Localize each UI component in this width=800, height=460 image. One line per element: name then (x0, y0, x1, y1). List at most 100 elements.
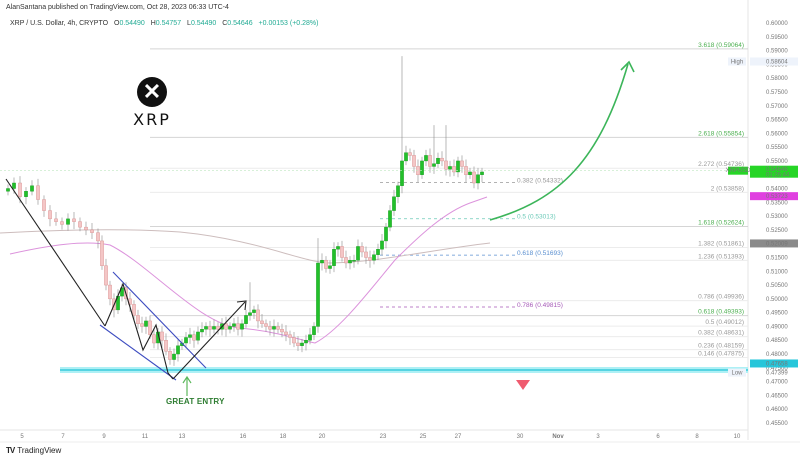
candle[interactable] (364, 246, 368, 264)
candle[interactable] (432, 125, 436, 174)
candle[interactable] (192, 330, 196, 348)
candle[interactable] (472, 166, 476, 189)
candle[interactable] (288, 330, 292, 345)
time-axis[interactable]: 5 7 9 11 13 16 18 20 23 25 27 30 Nov 3 6 8 10 (20, 434, 741, 440)
candle[interactable] (136, 309, 140, 329)
downtrend-line[interactable] (5, 178, 106, 327)
candle[interactable] (420, 156, 424, 179)
candle[interactable] (332, 242, 336, 273)
candle[interactable] (208, 320, 212, 337)
candle[interactable] (340, 240, 344, 262)
candle[interactable] (244, 309, 248, 328)
candle[interactable] (292, 331, 296, 348)
candle[interactable] (300, 338, 304, 353)
candle[interactable] (404, 145, 408, 166)
candle[interactable] (236, 316, 240, 336)
candle[interactable] (48, 205, 52, 227)
candle[interactable] (376, 243, 380, 260)
candle[interactable] (104, 258, 108, 291)
candle[interactable] (42, 195, 46, 217)
candle[interactable] (408, 148, 412, 161)
candle[interactable] (480, 167, 484, 183)
candle[interactable] (456, 156, 460, 178)
candle[interactable] (18, 176, 22, 204)
candle[interactable] (224, 316, 228, 337)
channel-upper-line[interactable] (112, 271, 207, 369)
candle[interactable] (212, 319, 216, 334)
candle[interactable] (144, 316, 148, 334)
candle[interactable] (400, 56, 404, 194)
candle[interactable] (392, 189, 396, 216)
sell-marker-icon[interactable] (516, 380, 530, 390)
candle[interactable] (272, 319, 276, 337)
candle[interactable] (54, 211, 58, 226)
candle[interactable] (296, 336, 300, 351)
candle[interactable] (360, 242, 364, 258)
breakout-arrow[interactable] (172, 301, 246, 380)
candle[interactable] (36, 178, 40, 205)
channel-lower-line[interactable] (99, 324, 177, 381)
candle[interactable] (90, 223, 94, 239)
candle[interactable] (132, 300, 136, 320)
candle[interactable] (252, 305, 256, 319)
candle[interactable] (368, 250, 372, 268)
candle[interactable] (336, 242, 340, 257)
candle[interactable] (476, 167, 480, 190)
candle[interactable] (304, 334, 308, 351)
candle[interactable] (268, 320, 272, 336)
candle[interactable] (320, 253, 324, 271)
candle[interactable] (148, 315, 152, 339)
candle[interactable] (256, 304, 260, 329)
candle[interactable] (168, 347, 172, 365)
candle[interactable] (352, 254, 356, 268)
candle[interactable] (188, 327, 192, 344)
candle[interactable] (184, 331, 188, 349)
candle[interactable] (232, 318, 236, 332)
candle[interactable] (204, 322, 208, 336)
candle[interactable] (60, 217, 64, 230)
zigzag-path[interactable] (104, 282, 174, 380)
candle[interactable] (448, 160, 452, 177)
candle[interactable] (460, 155, 464, 173)
ma-long-line[interactable] (0, 229, 491, 264)
fib-retracement[interactable]: 0.382 (0.54332) 0.5 (0.53013) 0.618 (0.516… (380, 177, 563, 309)
candle[interactable] (140, 316, 144, 333)
candle[interactable] (436, 152, 440, 168)
candle[interactable] (468, 167, 472, 179)
candle[interactable] (248, 282, 252, 321)
candle[interactable] (356, 239, 360, 265)
candle[interactable] (78, 217, 82, 232)
candle[interactable] (96, 228, 100, 249)
symbol-title[interactable]: XRP / U.S. Dollar, 4h, CRYPTO (10, 20, 109, 27)
candle[interactable] (372, 250, 376, 265)
ma-short-line[interactable] (9, 196, 488, 344)
candle[interactable] (388, 205, 392, 232)
candle[interactable] (428, 148, 432, 173)
candle[interactable] (84, 221, 88, 236)
candle[interactable] (328, 260, 332, 274)
candle[interactable] (444, 125, 448, 176)
price-axis[interactable]: 0.600000.595000.590000.585000.580000.575… (766, 21, 788, 427)
candle[interactable] (196, 326, 200, 345)
candle[interactable] (412, 149, 416, 173)
tradingview-footer[interactable]: TV TradingView (6, 446, 61, 455)
candle[interactable] (72, 211, 76, 230)
candle[interactable] (284, 325, 288, 342)
candle[interactable] (312, 322, 316, 340)
candle[interactable] (324, 256, 328, 273)
candlesticks[interactable] (6, 56, 484, 366)
candle[interactable] (316, 238, 320, 333)
candle[interactable] (396, 181, 400, 204)
candle[interactable] (380, 234, 384, 256)
candle[interactable] (152, 327, 156, 349)
candle[interactable] (24, 187, 28, 205)
candle[interactable] (424, 149, 428, 167)
candle[interactable] (240, 319, 244, 337)
candle[interactable] (30, 180, 34, 196)
candle[interactable] (216, 322, 220, 335)
candle[interactable] (200, 322, 204, 338)
candle[interactable] (160, 326, 164, 348)
candle[interactable] (228, 322, 232, 334)
candle[interactable] (172, 348, 176, 366)
candle[interactable] (452, 159, 456, 177)
